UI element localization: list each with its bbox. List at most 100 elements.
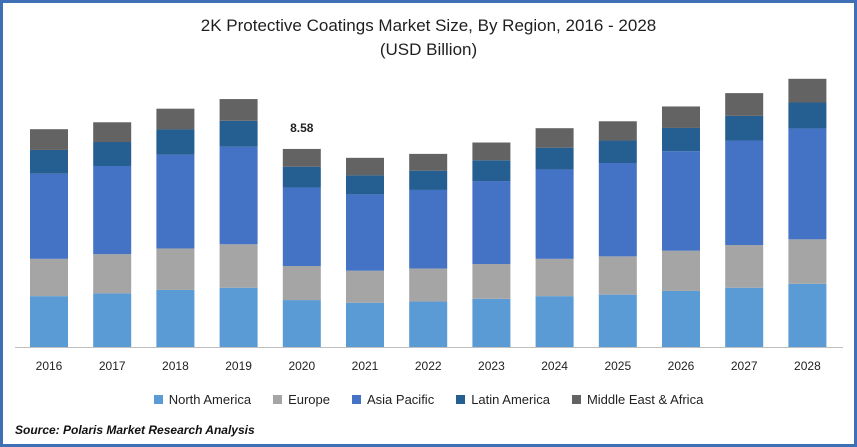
bar-segment-2026-1 [662, 290, 700, 347]
legend-swatch [352, 395, 361, 404]
bar-segment-2028-4 [788, 102, 827, 129]
legend-item-5: Middle East & Africa [571, 392, 704, 407]
bar-segment-2027-3 [725, 140, 764, 246]
legend-swatch [456, 395, 466, 404]
bar-segment-2025-1 [598, 294, 637, 347]
legend-label: Latin America [471, 392, 550, 407]
bar-segment-2018-1 [156, 289, 195, 347]
bar-segment-2016-2 [30, 258, 68, 297]
x-tick-label-2016: 2016 [36, 359, 63, 373]
bar-segment-2028-1 [788, 283, 827, 347]
bar-segment-2026-3 [662, 151, 700, 251]
bar-segment-2023-3 [472, 181, 511, 265]
legend-label: Middle East & Africa [586, 392, 704, 407]
bar-segment-2020-4 [282, 166, 321, 188]
bar-segment-2019-1 [219, 287, 258, 347]
x-tick-label-2028: 2028 [794, 359, 821, 373]
legend-label: Asia Pacific [367, 392, 435, 407]
x-tick-label-2017: 2017 [99, 359, 126, 373]
bar-segment-2020-2 [282, 265, 321, 301]
bar-segment-2025-5 [598, 121, 637, 141]
bar-segment-2025-3 [598, 163, 637, 257]
bar-segment-2024-5 [535, 128, 574, 148]
bar-segment-2027-5 [725, 93, 764, 116]
bar-segment-2024-1 [535, 296, 574, 347]
x-tick-label-2023: 2023 [478, 359, 505, 373]
bar-segment-2019-5 [219, 99, 258, 121]
legend-swatch [153, 395, 163, 404]
bar-segment-2020-1 [282, 300, 321, 347]
bar-segment-2026-5 [662, 106, 700, 128]
bar-segment-2022-4 [409, 170, 448, 190]
bar-segment-2020-3 [282, 187, 321, 266]
bar-segment-2024-2 [535, 258, 574, 297]
bar-segment-2016-1 [30, 296, 68, 347]
legend-label: Europe [288, 392, 330, 407]
bar-segment-2021-3 [346, 194, 384, 271]
bar-segment-2017-5 [93, 122, 132, 143]
legend-swatch [571, 395, 581, 404]
bar-segment-2017-4 [93, 142, 132, 166]
bar-segment-2018-3 [156, 154, 195, 249]
bar-segment-2023-4 [472, 160, 511, 182]
bar-segment-2026-4 [662, 127, 700, 152]
bar-segment-2026-2 [662, 250, 700, 291]
bar-segment-2027-4 [725, 115, 764, 141]
x-tick-label-2021: 2021 [352, 359, 379, 373]
bar-segment-2016-3 [30, 173, 68, 259]
bar-segment-2022-5 [409, 153, 448, 171]
bar-segment-2022-3 [409, 189, 448, 269]
chart-title: 2K Protective Coatings Market Size, By R… [200, 16, 657, 35]
x-tick-label-2027: 2027 [731, 359, 758, 373]
bar-segment-2028-5 [788, 78, 827, 103]
bar-segment-2025-4 [598, 140, 637, 164]
bar-segment-2024-3 [535, 169, 574, 259]
bar-segment-2021-1 [346, 302, 384, 347]
x-tick-label-2019: 2019 [225, 359, 252, 373]
x-tick-label-2026: 2026 [668, 359, 695, 373]
bar-segment-2021-2 [346, 270, 384, 303]
x-tick-label-2018: 2018 [162, 359, 189, 373]
bar-segment-2024-4 [535, 147, 574, 170]
bar-segment-2027-1 [725, 287, 764, 347]
bar-segment-2017-2 [93, 254, 132, 294]
legend-item-4: Latin America [456, 392, 550, 407]
legend-item-2: Europe [273, 392, 330, 407]
bar-segment-2022-2 [409, 268, 448, 302]
legend-swatch [273, 395, 283, 404]
bar-segment-2027-2 [725, 245, 764, 288]
bar-segment-2023-2 [472, 264, 511, 299]
bar-segment-2021-4 [346, 175, 384, 195]
bar-segment-2019-3 [219, 146, 258, 245]
legend-label: North America [168, 392, 252, 407]
data-label-2020: 8.58 [290, 121, 314, 135]
bar-segment-2023-1 [472, 298, 511, 347]
bar-segment-2023-5 [472, 142, 511, 161]
chart-legend: North America Europe Asia Pacific Latin Ame… [3, 392, 854, 407]
stacked-bar-chart: 2016 2017 2018 2019 2020 8.58 2021 2022 2023 2024… [15, 78, 843, 373]
x-tick-label-2024: 2024 [541, 359, 568, 373]
bar-segment-2016-5 [30, 129, 68, 150]
bar-segment-2025-2 [598, 256, 637, 295]
bar-segment-2021-5 [346, 157, 384, 176]
legend-item-3: Asia Pacific [352, 392, 434, 407]
x-tick-label-2020: 2020 [288, 359, 315, 373]
legend-item-1: North America [153, 392, 252, 407]
x-tick-label-2025: 2025 [604, 359, 631, 373]
x-tick-label-2022: 2022 [415, 359, 442, 373]
chart-subtitle: (USD Billion) [379, 40, 478, 59]
bar-segment-2018-4 [156, 129, 195, 155]
bar-segment-2017-3 [93, 165, 132, 255]
source-note: Source: Polaris Market Research Analysis [15, 423, 255, 437]
bar-segment-2019-2 [219, 244, 258, 288]
bar-segment-2028-2 [788, 239, 827, 284]
bar-segment-2020-5 [282, 148, 321, 167]
bar-segment-2022-1 [409, 301, 448, 347]
bar-segment-2019-4 [219, 120, 258, 147]
bar-segment-2017-1 [93, 293, 132, 347]
bar-segment-2016-4 [30, 149, 68, 174]
bar-segment-2018-2 [156, 248, 195, 290]
bar-segment-2018-5 [156, 108, 195, 130]
bar-segment-2028-3 [788, 128, 827, 240]
